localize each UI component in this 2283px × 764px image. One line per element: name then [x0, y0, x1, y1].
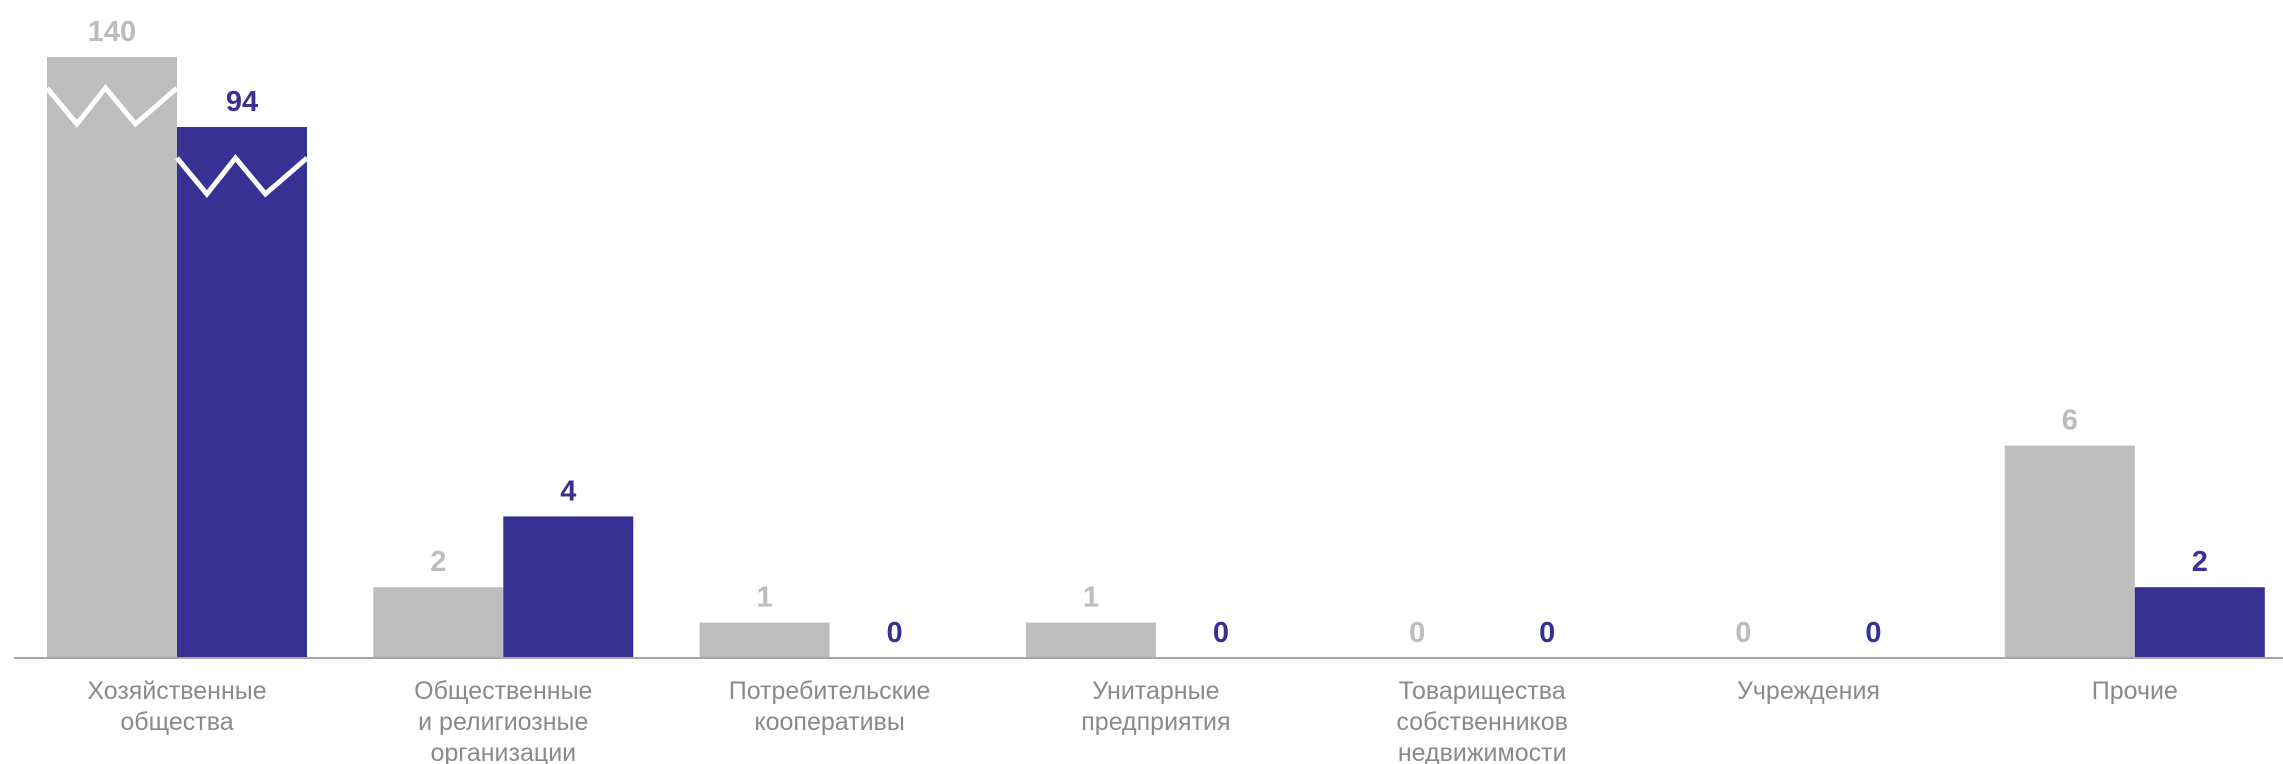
category-label-4-line-1: собственников: [1396, 708, 1568, 736]
value-label-2-1: 0: [887, 617, 903, 649]
value-label-3-1: 0: [1213, 617, 1229, 649]
category-label-1-line-2: организации: [430, 739, 576, 764]
bar-gray-3: [1025, 622, 1156, 658]
category-labels-layer: Хозяйственные общества Общественные и религ…: [87, 677, 2178, 764]
value-label-4-1: 0: [1539, 617, 1555, 649]
category-label-1-line-0: Общественные: [414, 677, 592, 705]
value-label-4-0: 0: [1409, 617, 1425, 649]
category-label-0-line-0: Хозяйственные: [87, 677, 266, 705]
category-label-5-line-0: Учреждения: [1737, 677, 1880, 705]
bar-blue-0: [177, 127, 307, 658]
value-label-1-0: 2: [430, 546, 446, 578]
category-label-1-line-1: и религиозные: [418, 708, 588, 736]
value-label-6-0: 6: [2062, 405, 2078, 437]
value-label-0-0: 140: [88, 16, 136, 48]
category-label-2-line-1: кооперативы: [754, 708, 904, 736]
axis-break-mark-0-1: [175, 154, 309, 198]
value-label-0-1: 94: [226, 86, 258, 118]
axis-break-layer: [45, 84, 309, 198]
bar-gray-1: [373, 587, 504, 658]
value-label-5-1: 0: [1865, 617, 1881, 649]
value-label-3-0: 1: [1083, 582, 1099, 614]
category-label-4-line-0: Товарищества: [1399, 677, 1566, 705]
category-label-4-line-2: недвижимости: [1398, 739, 1567, 764]
value-label-1-1: 4: [560, 475, 576, 507]
bar-blue-1: [503, 516, 634, 658]
value-labels-layer: 140 94 2 4 1 0 1 0 0 0 0 0 6 2: [88, 16, 2208, 649]
bar-blue-6: [2134, 587, 2265, 658]
bar-gray-6: [2004, 445, 2135, 658]
bars-layer: [47, 57, 2265, 658]
category-label-3-line-1: предприятия: [1081, 708, 1230, 736]
value-label-5-0: 0: [1735, 617, 1751, 649]
value-label-2-0: 1: [757, 582, 773, 614]
category-label-6-line-0: Прочие: [2092, 677, 2178, 705]
category-label-0-line-1: общества: [120, 708, 233, 736]
category-label-2-line-0: Потребительские: [729, 677, 931, 705]
axis-break-mark-0-0: [45, 84, 179, 128]
value-label-6-1: 2: [2192, 546, 2208, 578]
bar-gray-0: [47, 57, 177, 658]
bar-gray-2: [699, 622, 830, 658]
category-label-3-line-0: Унитарные: [1092, 677, 1219, 705]
